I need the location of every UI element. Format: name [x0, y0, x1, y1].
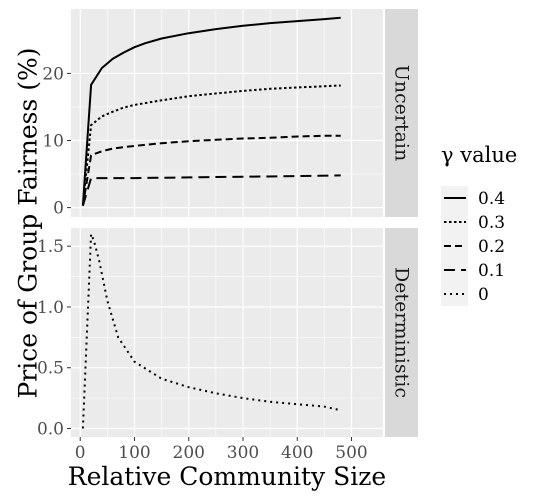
x-tick-label: 500 [335, 443, 367, 463]
y-tick-label: 1.0 [37, 298, 64, 318]
legend-title: γ value [441, 143, 517, 167]
strip-label: Uncertain [391, 65, 413, 162]
legend-label: 0 [478, 285, 489, 305]
legend: γ value 0.4 0.3 0.2 0.1 0 [441, 143, 517, 306]
strip-background [385, 9, 418, 217]
legend-entry: 0 [441, 282, 489, 306]
x-axis-title: Relative Community Size [68, 462, 386, 491]
legend-label: 0.4 [478, 189, 505, 209]
x-tick-label: 300 [227, 443, 259, 463]
legend-label: 0.1 [478, 261, 505, 281]
x-tick-label: 0 [75, 443, 86, 463]
panel-background [71, 228, 383, 437]
x-axis: 0 100 200 300 400 500 [75, 437, 368, 463]
series-line-0-2 [81, 134, 341, 206]
panels-layer: 0 10 20 0.0 0.5 1.0 1.5 [37, 9, 383, 439]
y-tick-label: 0.0 [37, 419, 64, 439]
legend-entry: 0.3 [441, 210, 505, 234]
panel-uncertain: 0 10 20 [42, 9, 383, 219]
x-tick-label: 400 [281, 443, 313, 463]
y-tick-label: 20 [42, 64, 64, 84]
legend-entry: 0.4 [441, 186, 505, 210]
facet-strips: Uncertain Deterministic [385, 9, 418, 437]
legend-entry: 0.2 [441, 234, 505, 258]
legend-label: 0.3 [478, 213, 505, 233]
x-tick-label: 100 [118, 443, 150, 463]
x-tick-label: 200 [173, 443, 205, 463]
series-line-0-1 [81, 174, 341, 206]
strip-label: Deterministic [391, 267, 413, 398]
series-line-0 [81, 233, 341, 429]
y-axis-title: Price of Group Fairness (%) [14, 47, 43, 398]
strip-uncertain: Uncertain [385, 9, 418, 217]
y-tick-label: 1.5 [37, 237, 64, 257]
y-tick-label: 0.5 [37, 359, 64, 379]
strip-deterministic: Deterministic [385, 228, 418, 437]
y-tick-label: 10 [42, 132, 64, 152]
strip-background [385, 228, 418, 437]
panel-deterministic: 0.0 0.5 1.0 1.5 [37, 228, 383, 439]
legend-label: 0.2 [478, 237, 505, 257]
series-line-0-4 [81, 16, 341, 206]
legend-entry: 0.1 [441, 258, 505, 282]
series-line-0-3 [81, 84, 341, 206]
y-tick-label: 0 [53, 199, 64, 219]
panel-background [71, 9, 383, 217]
